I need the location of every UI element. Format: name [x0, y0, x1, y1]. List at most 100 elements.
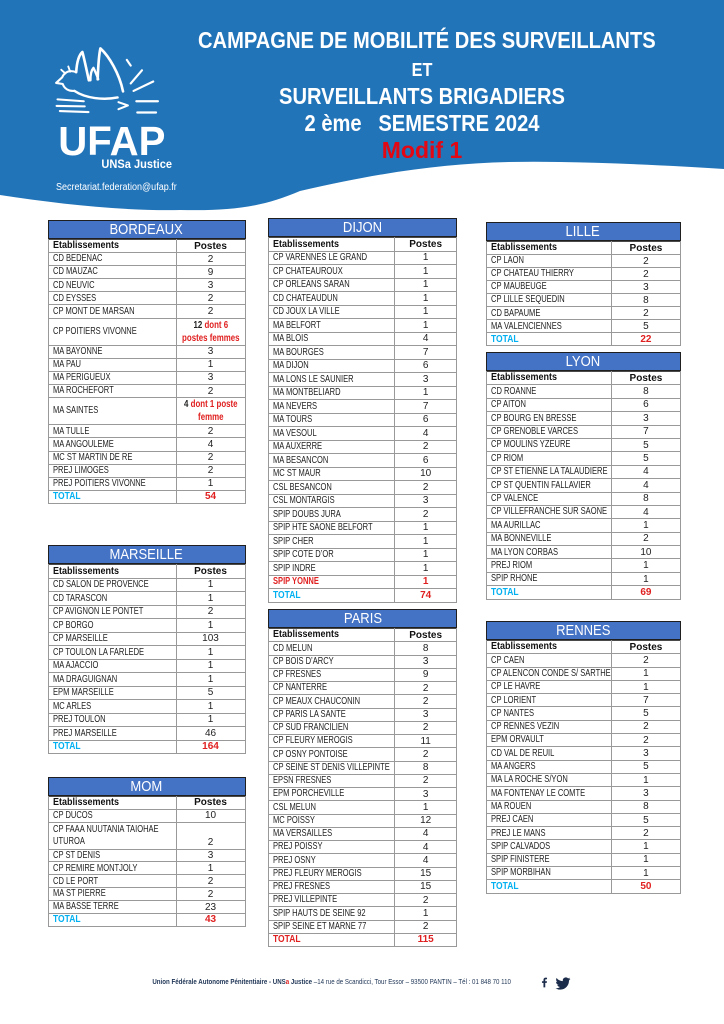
cell-etablissement-text: SPIP SEINE ET MARNE 77: [273, 920, 367, 932]
table-row: CSL MONTARGIS 3: [267, 493, 457, 508]
cell-etablissement-text: MC ST MAUR: [273, 468, 321, 479]
table-row: CP MONT DE MARSAN 2: [47, 304, 246, 319]
cell-etablissement: MC ARLES: [47, 699, 177, 714]
table-row: CD BEDENAC 2: [47, 252, 246, 267]
table-rennes: RENNES Etablissements Postes CP CAEN 2 CP ALE…: [485, 621, 681, 894]
cell-postes: 3: [611, 746, 681, 761]
cell-etablissement-text: CP REMIRE MONTJOLY: [52, 862, 137, 874]
cell-postes-number: 4: [643, 506, 649, 518]
cell-postes: 5: [611, 706, 681, 721]
cell-postes: 3: [611, 786, 681, 801]
cell-postes: 3: [175, 848, 246, 863]
table-row: CP AVIGNON LE PONTET 2: [47, 604, 246, 619]
cell-etablissement-text: CD JOUX LA VILLE: [273, 306, 340, 317]
total-value-cell: 50: [611, 879, 681, 894]
cell-postes: 4: [394, 853, 457, 868]
cell-postes-number: 3: [207, 850, 214, 862]
table-row: CP MARSEILLE 103: [47, 631, 246, 646]
cell-etablissement-text: MA LONS LE SAUNIER: [273, 373, 354, 385]
col-header-etablissements-text: Etablissements: [52, 240, 119, 252]
cell-etablissement-text: MA PERIGUEUX: [52, 372, 110, 384]
table-grid-rennes: Etablissements Postes CP CAEN 2 CP ALENCON C…: [485, 640, 681, 894]
total-label-cell: TOTAL: [47, 489, 177, 504]
cell-etablissement: CD ROANNE: [485, 384, 613, 399]
cell-etablissement: CP OSNY PONTOISE: [267, 747, 396, 762]
table-title-text: LILLE: [565, 223, 601, 240]
cell-postes-number: 1: [422, 292, 429, 304]
table-row: MA AUXERRE 2: [267, 439, 457, 454]
cell-postes: 8: [394, 760, 457, 775]
cell-etablissement-text: CP FRESNES: [273, 669, 322, 681]
cell-postes: 1: [175, 861, 246, 876]
table-row: CP FRESNES 9: [267, 667, 457, 683]
table-total-row: TOTAL 69: [485, 585, 681, 600]
cell-postes-number: 1: [207, 359, 214, 371]
cell-postes: 1: [611, 772, 681, 788]
table-row: CP BOURG EN BRESSE 3: [485, 411, 681, 426]
cell-etablissement: MA BAYONNE: [47, 344, 177, 359]
table-row: CP LORIENT 7: [485, 693, 681, 708]
cell-postes-number: 8: [422, 642, 429, 654]
cell-etablissement: CP MARSEILLE: [47, 631, 177, 646]
total-value-text: 54: [204, 491, 217, 503]
cell-etablissement-text: EPM PORCHEVILLE: [273, 788, 345, 800]
col-header-postes-text: Postes: [194, 240, 227, 252]
table-row: CP POITIERS VIVONNE 12 dont 6 postes femme…: [47, 317, 246, 346]
cell-etablissement: MA BONNEVILLE: [485, 531, 613, 547]
table-row: CP REMIRE MONTJOLY 1: [47, 861, 246, 876]
facebook-icon[interactable]: [538, 975, 551, 990]
table-row: MA LONS LE SAUNIER 3: [267, 372, 457, 387]
cell-etablissement-text: PREJ RIOM: [490, 559, 532, 571]
table-row: PREJ FRESNES 15: [267, 879, 457, 895]
cell-etablissement: SPIP COTE D’OR: [267, 547, 396, 562]
cell-postes: 9: [394, 667, 457, 683]
cell-etablissement: CD JOUX LA VILLE: [267, 304, 396, 319]
table-title-text: DIJON: [342, 219, 383, 236]
cell-postes-number: 1: [422, 252, 429, 264]
table-row: PREJ CAEN 5: [485, 812, 681, 828]
cell-etablissement: CP LILLE SEQUEDIN: [485, 293, 613, 308]
cell-postes: 1: [394, 520, 457, 535]
table-title-text: MOM: [130, 778, 163, 795]
cell-etablissement-text: SPIP FINISTERE: [490, 854, 550, 866]
total-value-cell: 115: [394, 932, 457, 948]
cell-etablissement-text: MA BESANCON: [273, 454, 329, 466]
cell-postes-number: 7: [643, 426, 649, 438]
table-row: CD ROANNE 8: [485, 384, 681, 399]
cell-etablissement-text: MA VALENCIENNES: [490, 320, 562, 332]
cell-postes-number: 2: [643, 533, 649, 545]
cell-postes: 5: [611, 437, 681, 453]
cell-etablissement: MA ANGOULEME: [47, 437, 177, 452]
cell-postes-number: 15: [420, 868, 432, 880]
cell-postes-number: 1: [207, 478, 214, 490]
cell-postes: 2: [175, 604, 246, 619]
cell-postes: 2: [394, 480, 457, 495]
cell-etablissement: MA AJACCIO: [47, 658, 177, 673]
cell-postes: 4: [394, 839, 457, 855]
table-row: CD MELUN 8: [267, 641, 457, 656]
cell-etablissement-text: MA ST PIERRE: [52, 888, 106, 900]
cell-etablissement: EPM MARSEILLE: [47, 685, 177, 700]
table-row: MA ANGOULEME 4: [47, 437, 246, 452]
table-row: MA BELFORT 1: [267, 318, 457, 333]
cell-postes-number: 1: [643, 867, 649, 879]
cell-postes: 2: [394, 694, 457, 709]
cell-postes: 2: [175, 821, 246, 850]
table-lyon: LYON Etablissements Postes CD ROANNE 8 CP AIT…: [485, 352, 681, 600]
cell-postes-number: 1: [422, 535, 429, 547]
cell-postes: 1: [394, 318, 457, 333]
table-row: MA SAINTES 4 dont 1 poste femme: [47, 397, 246, 426]
cell-postes-number: 1: [422, 576, 429, 588]
cell-etablissement-text: SPIP INDRE: [273, 562, 316, 574]
col-header-postes: Postes: [394, 628, 457, 643]
twitter-icon[interactable]: [553, 976, 573, 991]
cell-etablissement: CP LE HAVRE: [485, 679, 613, 695]
cell-etablissement: CD MELUN: [267, 641, 396, 656]
cell-postes-number: 7: [643, 694, 649, 706]
cell-postes-number: 10: [204, 810, 217, 822]
table-row: CP LAON 2: [485, 254, 681, 269]
table-row: PREJ RIOM 1: [485, 558, 681, 573]
cell-postes: 5: [611, 319, 681, 334]
header-email: Secretariat.federation@ufap.fr: [56, 182, 177, 193]
cell-postes-number: 2: [643, 721, 649, 733]
